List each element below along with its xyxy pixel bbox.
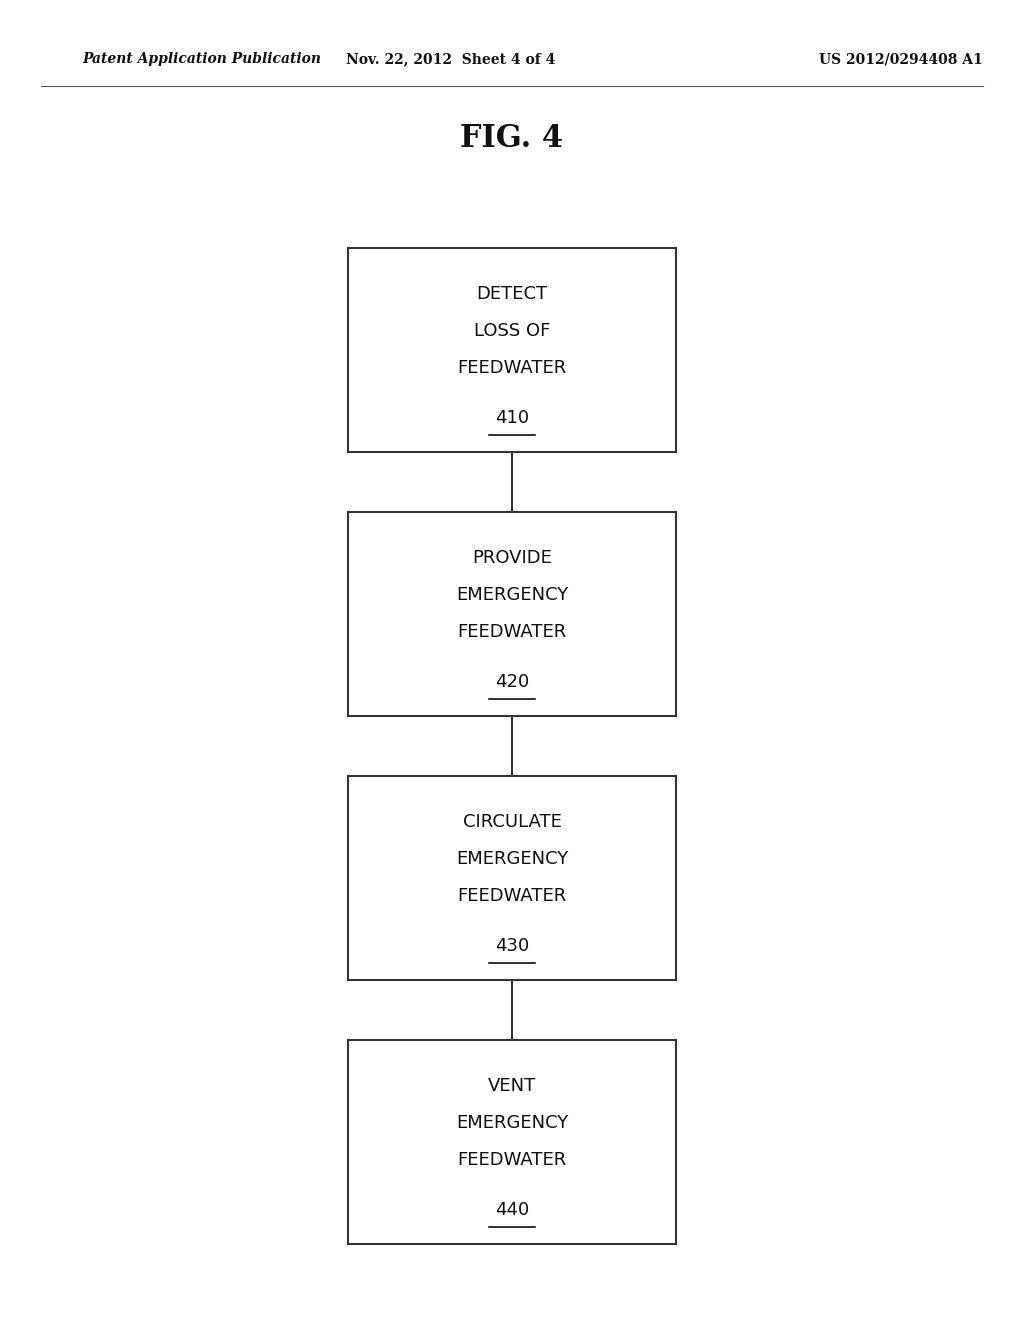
- Text: EMERGENCY: EMERGENCY: [456, 850, 568, 869]
- Text: FEEDWATER: FEEDWATER: [458, 623, 566, 642]
- Text: FEEDWATER: FEEDWATER: [458, 359, 566, 378]
- Text: Nov. 22, 2012  Sheet 4 of 4: Nov. 22, 2012 Sheet 4 of 4: [346, 53, 555, 66]
- Text: FEEDWATER: FEEDWATER: [458, 1151, 566, 1170]
- Text: 420: 420: [495, 673, 529, 690]
- Text: PROVIDE: PROVIDE: [472, 549, 552, 568]
- Bar: [348, 248, 676, 451]
- Text: DETECT: DETECT: [476, 285, 548, 304]
- Bar: [348, 511, 676, 715]
- Text: EMERGENCY: EMERGENCY: [456, 586, 568, 605]
- Text: FIG. 4: FIG. 4: [461, 123, 563, 154]
- Text: FEEDWATER: FEEDWATER: [458, 887, 566, 906]
- Text: CIRCULATE: CIRCULATE: [463, 813, 561, 832]
- Text: US 2012/0294408 A1: US 2012/0294408 A1: [819, 53, 983, 66]
- Text: 440: 440: [495, 1201, 529, 1218]
- Text: LOSS OF: LOSS OF: [474, 322, 550, 341]
- Text: 430: 430: [495, 937, 529, 954]
- Text: Patent Application Publication: Patent Application Publication: [82, 53, 321, 66]
- Text: 410: 410: [495, 409, 529, 426]
- Text: EMERGENCY: EMERGENCY: [456, 1114, 568, 1133]
- Text: VENT: VENT: [487, 1077, 537, 1096]
- Bar: [348, 1040, 676, 1243]
- Bar: [348, 776, 676, 979]
